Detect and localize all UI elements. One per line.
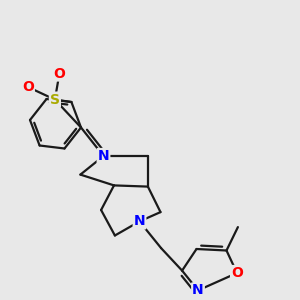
Text: N: N	[134, 214, 145, 228]
Text: S: S	[50, 93, 60, 106]
Text: O: O	[22, 80, 34, 94]
Text: N: N	[192, 284, 204, 297]
Text: O: O	[53, 67, 65, 80]
Text: O: O	[231, 266, 243, 280]
Text: N: N	[98, 149, 109, 163]
